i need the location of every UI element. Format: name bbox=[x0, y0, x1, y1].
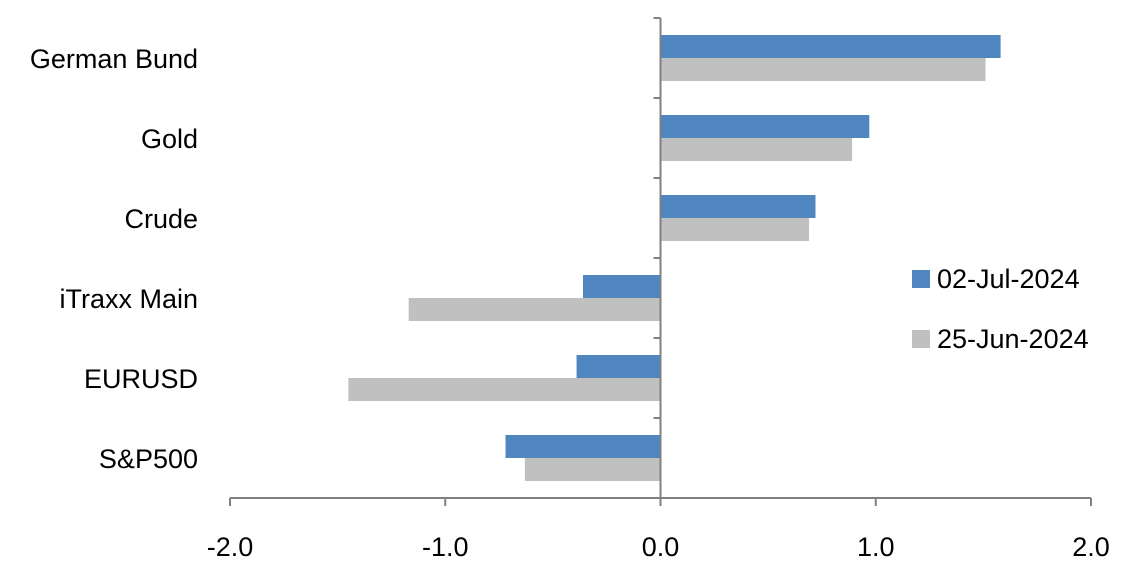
legend-swatch bbox=[912, 270, 930, 288]
category-label: iTraxx Main bbox=[59, 284, 198, 314]
category-label: EURUSD bbox=[84, 364, 198, 394]
bar-series-2 bbox=[408, 298, 661, 321]
x-tick-label: 0.0 bbox=[642, 532, 680, 562]
x-tick-label: 1.0 bbox=[857, 532, 895, 562]
bar-series-2 bbox=[524, 458, 661, 481]
bar-series-1 bbox=[660, 195, 816, 218]
bar-series-1 bbox=[660, 35, 1001, 58]
category-label: Gold bbox=[141, 124, 198, 154]
legend-label: 02-Jul-2024 bbox=[937, 264, 1080, 294]
legend-swatch bbox=[912, 330, 930, 348]
x-tick-label: -1.0 bbox=[422, 532, 469, 562]
bar-series-1 bbox=[583, 275, 661, 298]
bar-series-1 bbox=[660, 115, 870, 138]
category-label: German Bund bbox=[30, 44, 198, 74]
bar-series-2 bbox=[660, 218, 810, 241]
bar-series-2 bbox=[660, 138, 853, 161]
bar-series-1 bbox=[505, 435, 661, 458]
bar-series-2 bbox=[348, 378, 661, 401]
x-tick-label: 2.0 bbox=[1072, 532, 1110, 562]
category-label: Crude bbox=[124, 204, 198, 234]
bar-series-2 bbox=[660, 58, 986, 81]
legend-label: 25-Jun-2024 bbox=[937, 324, 1089, 354]
bar-series-1 bbox=[576, 355, 661, 378]
category-label: S&P500 bbox=[99, 444, 198, 474]
x-tick-label: -2.0 bbox=[207, 532, 254, 562]
